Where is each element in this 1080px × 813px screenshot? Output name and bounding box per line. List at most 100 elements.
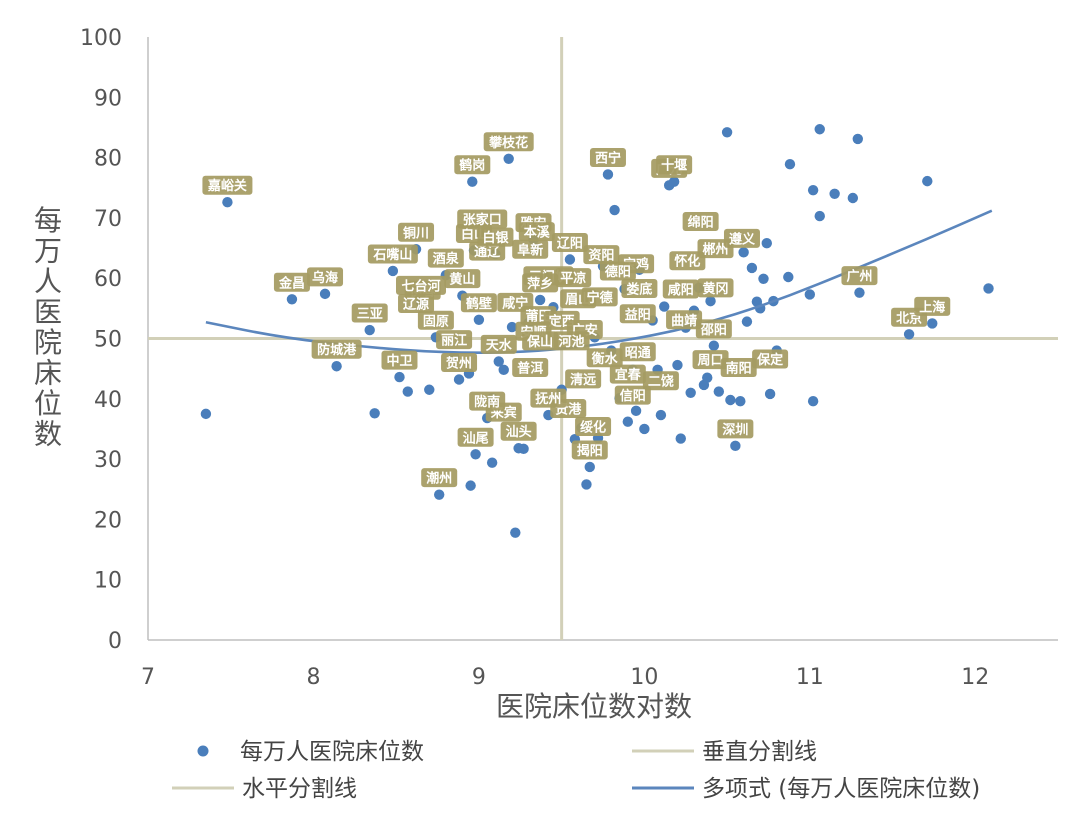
label-background [512, 239, 549, 259]
data-point [498, 364, 509, 376]
label-text: 张家口 [463, 212, 502, 228]
label-text: 宜春 [615, 367, 642, 383]
x-axis-title: 医院床位数对数 [496, 690, 692, 723]
data-point [503, 153, 514, 165]
label-text: 中卫 [386, 353, 412, 369]
label-text: 本溪 [524, 225, 551, 241]
label-background [518, 222, 555, 242]
data-point [675, 433, 686, 444]
x-tick-label: 12 [961, 665, 989, 690]
label-background [914, 296, 951, 316]
cluster-label: 娄底 [621, 278, 658, 298]
label-text: 益阳 [625, 307, 651, 323]
data-point [394, 371, 405, 383]
cluster-label: 邵阳 [695, 319, 732, 339]
cluster-label: 曲靖 [666, 310, 703, 330]
label-text: 黄山 [449, 272, 475, 288]
data-point [922, 175, 933, 187]
data-point [319, 288, 331, 300]
label-background [311, 339, 362, 359]
point-label: 潮州 [421, 468, 458, 488]
point-label: 陇南 [469, 391, 506, 411]
point-label: 铜川 [398, 222, 435, 242]
point-label: 贺州 [441, 353, 478, 373]
label-background [273, 272, 310, 292]
point-label: 鹤岗 [454, 155, 491, 175]
y-axis-title-char: 数 [34, 418, 62, 451]
label-text: 汕头 [506, 424, 532, 440]
point-label: 七台河 [396, 275, 446, 295]
point-label: 金昌 [273, 272, 310, 292]
data-point [200, 408, 212, 420]
data-point [364, 324, 375, 336]
data-point [518, 443, 529, 455]
label-text: 丽江 [441, 333, 467, 349]
data-point [639, 423, 650, 435]
data-point [564, 254, 576, 265]
label-background [581, 287, 618, 307]
label-background [609, 364, 646, 384]
data-point [453, 374, 465, 385]
label-background [460, 293, 497, 313]
label-background [307, 267, 344, 287]
x-tick-label: 7 [141, 665, 155, 690]
label-text: 衡水 [592, 351, 619, 367]
label-background [480, 334, 517, 354]
label-background [398, 222, 435, 242]
data-point [672, 359, 683, 371]
cluster-label: 二饶 [642, 371, 679, 391]
data-point [725, 394, 736, 406]
label-text: 河池 [559, 334, 585, 350]
legend-scatter-label: 每万人医院床位数 [240, 739, 424, 765]
data-point [609, 204, 620, 216]
label-text: 七台河 [401, 278, 440, 294]
data-point [506, 321, 518, 333]
data-point [708, 340, 720, 351]
label-text: 十堰 [661, 158, 687, 174]
label-text: 遵义 [729, 231, 756, 247]
cluster-label: 遵义 [723, 228, 760, 248]
x-tick-label: 10 [630, 665, 658, 690]
point-label: 辽阳 [551, 233, 588, 253]
label-text: 辽阳 [557, 237, 583, 252]
label-background [642, 371, 679, 391]
data-point [764, 388, 776, 400]
y-axis-title-char: 人 [34, 265, 62, 298]
label-background [421, 468, 458, 488]
data-point [331, 361, 342, 372]
data-point [486, 457, 498, 468]
data-point [741, 316, 753, 327]
cluster-label: 绥化 [575, 417, 612, 437]
cluster-label: 德阳 [599, 261, 636, 281]
cluster-label: 宁德 [581, 287, 618, 307]
cluster-label: 信阳 [614, 385, 651, 405]
cluster-label: 黄冈 [697, 278, 734, 298]
label-background [553, 331, 590, 351]
label-background [697, 278, 734, 298]
label-background [692, 350, 729, 370]
label-background [477, 227, 514, 247]
point-label: 天水 [480, 334, 517, 354]
point-label: 石嘴山 [367, 244, 418, 264]
point-label: 张家口 [457, 209, 508, 229]
y-axis-title-char: 院 [34, 326, 62, 359]
label-text: 西宁 [595, 150, 621, 166]
point-label: 广州 [841, 266, 878, 286]
label-background [417, 310, 454, 330]
label-background [841, 266, 878, 286]
label-background [752, 349, 789, 369]
y-axis-title-char: 床 [34, 357, 62, 390]
y-tick-label: 0 [108, 629, 122, 654]
y-tick-label: 70 [94, 207, 122, 232]
label-text: 乌海 [312, 270, 338, 286]
data-point [470, 449, 481, 460]
cluster-label: 南阳 [720, 357, 757, 377]
cluster-label: 阜新 [512, 239, 549, 259]
label-text: 邵阳 [700, 323, 727, 338]
data-point [659, 301, 670, 312]
label-text: 阜新 [517, 242, 543, 258]
point-label: 黄山 [444, 269, 481, 289]
label-background [441, 353, 478, 373]
y-tick-label: 40 [94, 388, 122, 413]
